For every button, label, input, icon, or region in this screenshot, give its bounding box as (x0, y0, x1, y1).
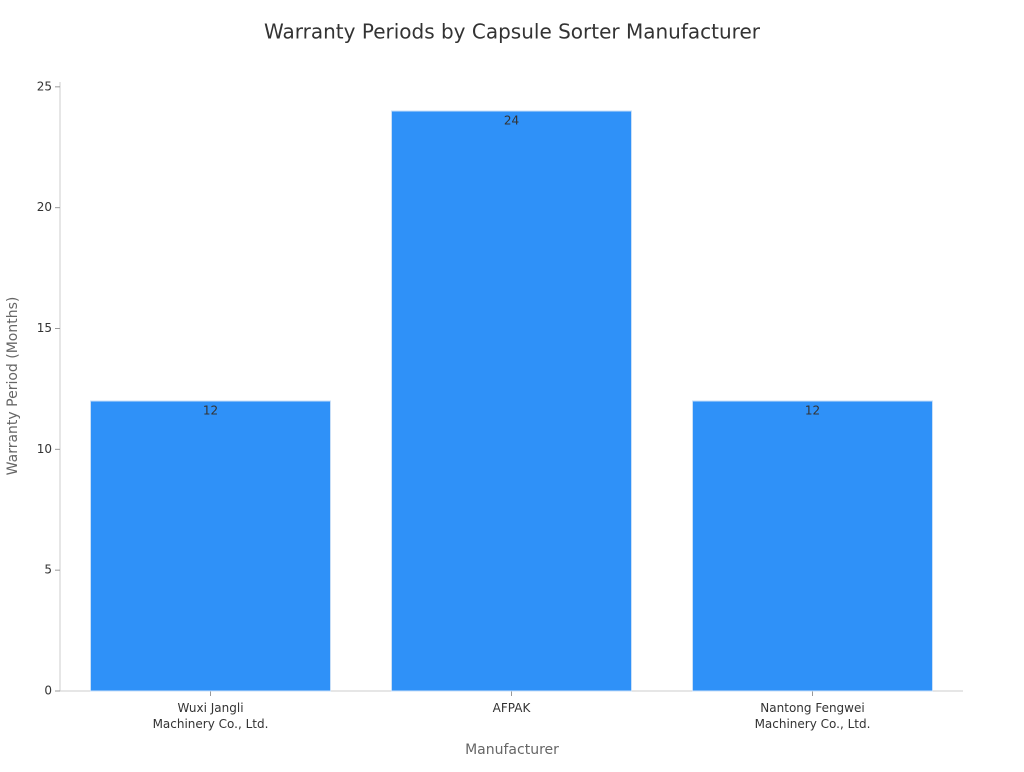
x-axis-label: Manufacturer (465, 742, 559, 758)
y-tick-label: 5 (44, 563, 52, 577)
value-label: 24 (504, 114, 519, 128)
y-tick-label: 10 (37, 442, 52, 456)
value-label: 12 (805, 404, 820, 418)
x-tick-label-line: Machinery Co., Ltd. (755, 717, 871, 731)
x-tick-label-line: Wuxi Jangli (177, 701, 243, 715)
y-tick-label: 0 (44, 684, 52, 698)
y-tick-label: 20 (37, 200, 52, 214)
chart-title: Warranty Periods by Capsule Sorter Manuf… (264, 20, 761, 44)
x-tick-label: Wuxi Jangli Machinery Co., Ltd. (153, 701, 269, 731)
bar (391, 110, 632, 692)
x-tick-label-line: AFPAK (493, 701, 532, 715)
y-tick-label: 15 (37, 321, 52, 335)
x-tick-label: AFPAK (493, 701, 532, 715)
x-tick-label-line: Nantong Fengwei (760, 701, 864, 715)
value-label: 12 (203, 404, 218, 418)
y-tick-label: 25 (37, 79, 52, 93)
y-axis-label: Warranty Period (Months) (5, 297, 21, 476)
x-tick-label-line: Machinery Co., Ltd. (153, 717, 269, 731)
bar (90, 400, 331, 692)
x-tick-label: Nantong Fengwei Machinery Co., Ltd. (755, 701, 871, 731)
bar (692, 400, 933, 692)
